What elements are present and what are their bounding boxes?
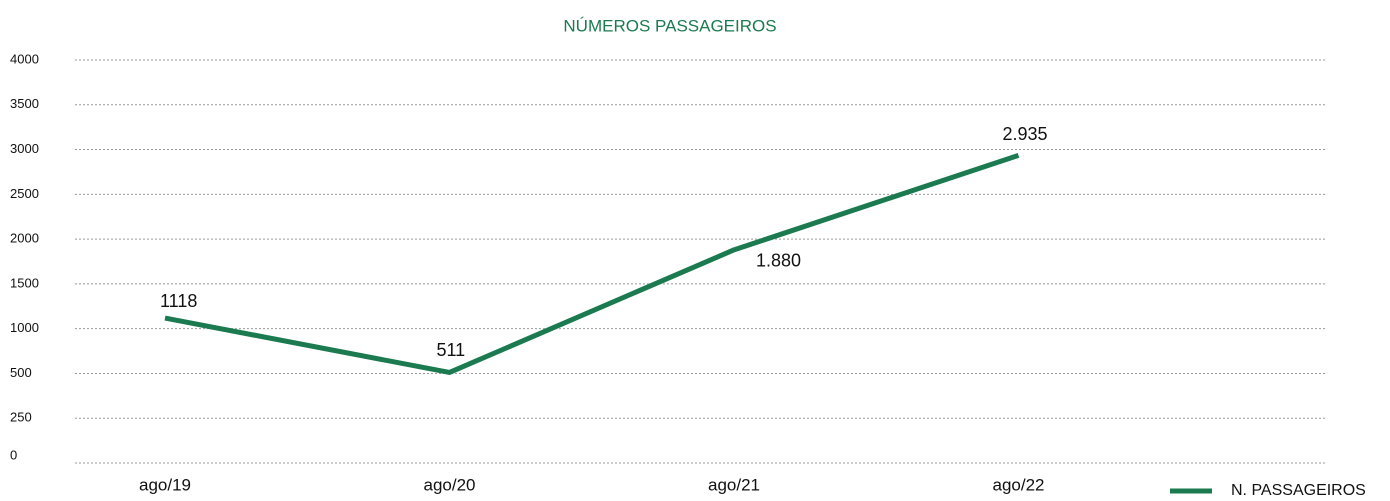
x-tick-label: ago/19 <box>139 475 191 494</box>
x-tick-label: ago/20 <box>424 475 476 494</box>
y-tick-label: 500 <box>10 365 32 380</box>
y-tick-label: 0 <box>10 447 17 462</box>
y-tick-label: 3000 <box>10 141 39 156</box>
data-label: 1.880 <box>756 251 801 271</box>
legend-label: N. PASSAGEIROS <box>1231 482 1366 499</box>
y-tick-label: 2500 <box>10 186 39 201</box>
y-tick-label: 4000 <box>10 51 39 66</box>
y-tick-label: 2000 <box>10 231 39 246</box>
x-tick-label: ago/21 <box>708 475 760 494</box>
data-label: 2.935 <box>1003 124 1048 144</box>
y-tick-label: 1500 <box>10 275 39 290</box>
y-tick-label: 250 <box>10 410 32 425</box>
data-label: 1118 <box>160 291 197 311</box>
chart-title: NÚMEROS PASSAGEIROS <box>563 16 776 35</box>
y-tick-label: 1000 <box>10 320 39 335</box>
data-line <box>164 153 1020 375</box>
y-tick-label: 3500 <box>10 96 39 111</box>
data-label: 511 <box>437 340 466 360</box>
x-tick-label: ago/22 <box>993 475 1045 494</box>
